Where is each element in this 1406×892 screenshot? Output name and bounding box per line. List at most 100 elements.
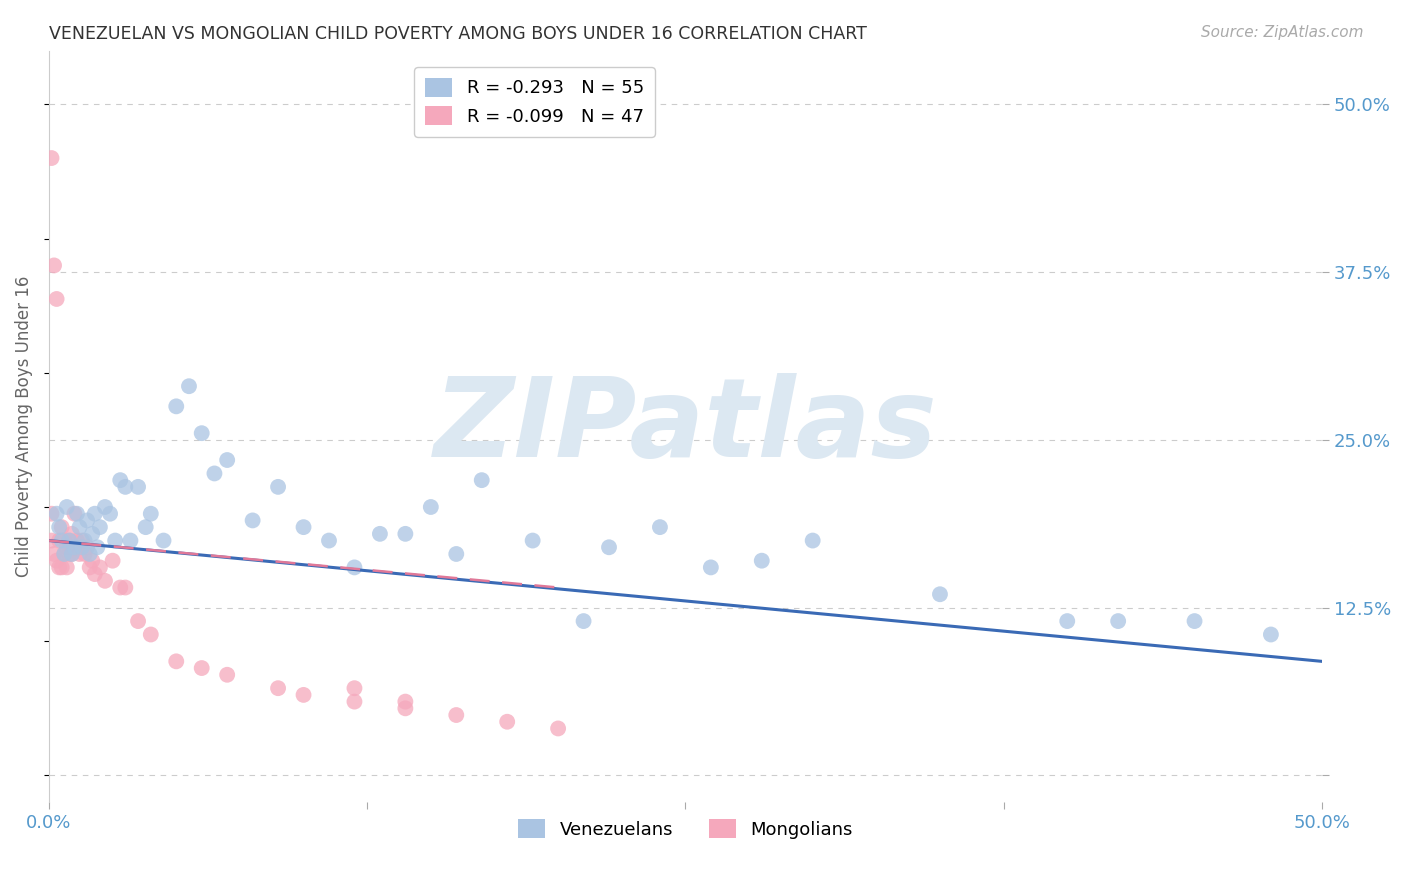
Mongolians (114, 581, 136, 595)
Venezuelans (343, 560, 366, 574)
Text: Source: ZipAtlas.com: Source: ZipAtlas.com (1201, 25, 1364, 40)
Mongolians (45, 554, 67, 568)
Mongolians (48, 533, 70, 548)
Venezuelans (204, 467, 226, 481)
Venezuelans (73, 533, 96, 548)
Venezuelans (177, 379, 200, 393)
Venezuelans (522, 533, 544, 548)
Venezuelans (267, 480, 290, 494)
Venezuelans (120, 533, 142, 548)
Venezuelans (69, 520, 91, 534)
Mongolians (446, 708, 468, 723)
Venezuelans (89, 520, 111, 534)
Mongolians (48, 560, 70, 574)
Venezuelans (76, 513, 98, 527)
Y-axis label: Child Poverty Among Boys Under 16: Child Poverty Among Boys Under 16 (15, 276, 32, 577)
Mongolians (56, 541, 79, 555)
Venezuelans (56, 500, 79, 514)
Mongolians (110, 581, 132, 595)
Venezuelans (45, 507, 67, 521)
Mongolians (53, 547, 76, 561)
Venezuelans (1184, 614, 1206, 628)
Venezuelans (114, 480, 136, 494)
Venezuelans (60, 547, 83, 561)
Venezuelans (446, 547, 468, 561)
Mongolians (165, 654, 187, 668)
Venezuelans (217, 453, 239, 467)
Venezuelans (127, 480, 149, 494)
Mongolians (343, 681, 366, 696)
Venezuelans (83, 507, 105, 521)
Mongolians (82, 554, 104, 568)
Mongolians (496, 714, 519, 729)
Venezuelans (110, 473, 132, 487)
Mongolians (79, 560, 101, 574)
Venezuelans (572, 614, 595, 628)
Venezuelans (152, 533, 174, 548)
Venezuelans (318, 533, 340, 548)
Venezuelans (165, 400, 187, 414)
Mongolians (60, 547, 83, 561)
Mongolians (58, 533, 80, 548)
Mongolians (42, 259, 65, 273)
Venezuelans (751, 554, 773, 568)
Mongolians (51, 560, 73, 574)
Mongolians (51, 520, 73, 534)
Mongolians (394, 695, 416, 709)
Mongolians (69, 547, 91, 561)
Mongolians (190, 661, 212, 675)
Venezuelans (394, 526, 416, 541)
Mongolians (53, 533, 76, 548)
Venezuelans (1260, 627, 1282, 641)
Venezuelans (51, 533, 73, 548)
Venezuelans (94, 500, 117, 514)
Venezuelans (66, 507, 89, 521)
Mongolians (547, 722, 569, 736)
Mongolians (42, 547, 65, 561)
Mongolians (41, 151, 63, 165)
Mongolians (343, 695, 366, 709)
Mongolians (58, 547, 80, 561)
Mongolians (70, 533, 93, 548)
Venezuelans (471, 473, 494, 487)
Mongolians (394, 701, 416, 715)
Mongolians (217, 667, 239, 681)
Venezuelans (135, 520, 157, 534)
Venezuelans (1107, 614, 1129, 628)
Venezuelans (190, 426, 212, 441)
Venezuelans (58, 533, 80, 548)
Mongolians (94, 574, 117, 588)
Venezuelans (598, 541, 620, 555)
Mongolians (66, 533, 89, 548)
Mongolians (83, 567, 105, 582)
Venezuelans (63, 541, 86, 555)
Venezuelans (82, 526, 104, 541)
Venezuelans (929, 587, 952, 601)
Venezuelans (292, 520, 315, 534)
Mongolians (45, 292, 67, 306)
Venezuelans (801, 533, 824, 548)
Venezuelans (139, 507, 162, 521)
Mongolians (139, 627, 162, 641)
Mongolians (292, 688, 315, 702)
Venezuelans (419, 500, 441, 514)
Venezuelans (70, 541, 93, 555)
Mongolians (101, 554, 124, 568)
Mongolians (41, 507, 63, 521)
Mongolians (267, 681, 290, 696)
Venezuelans (368, 526, 391, 541)
Venezuelans (104, 533, 127, 548)
Text: VENEZUELAN VS MONGOLIAN CHILD POVERTY AMONG BOYS UNDER 16 CORRELATION CHART: VENEZUELAN VS MONGOLIAN CHILD POVERTY AM… (49, 25, 868, 43)
Venezuelans (79, 547, 101, 561)
Venezuelans (242, 513, 264, 527)
Venezuelans (1056, 614, 1078, 628)
Venezuelans (648, 520, 671, 534)
Mongolians (76, 541, 98, 555)
Venezuelans (700, 560, 723, 574)
Venezuelans (48, 520, 70, 534)
Mongolians (73, 547, 96, 561)
Mongolians (89, 560, 111, 574)
Mongolians (56, 560, 79, 574)
Venezuelans (53, 547, 76, 561)
Mongolians (63, 507, 86, 521)
